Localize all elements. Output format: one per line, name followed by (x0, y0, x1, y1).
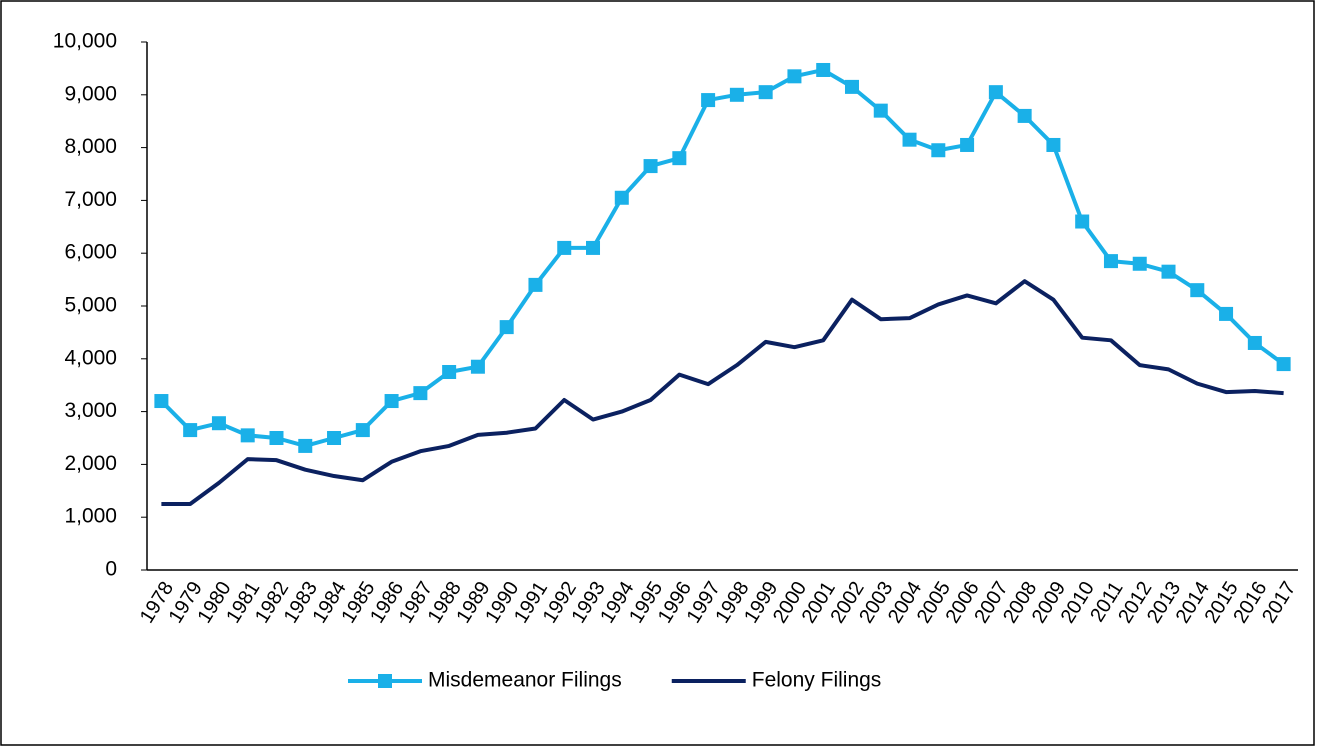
point-marker (1103, 254, 1118, 269)
y-tick-label: 10,000 (53, 30, 117, 53)
point-marker (557, 240, 572, 255)
point-marker (701, 93, 716, 108)
point-marker (988, 85, 1003, 100)
legend-label: Misdemeanor Filings (428, 669, 622, 692)
y-tick-label: 1,000 (64, 505, 117, 528)
point-marker (844, 79, 859, 94)
point-marker (1132, 256, 1147, 271)
point-marker (787, 69, 802, 84)
point-marker (758, 85, 773, 100)
point-marker (298, 438, 313, 453)
point-marker (873, 103, 888, 118)
point-marker (413, 386, 428, 401)
point-marker (355, 423, 370, 438)
point-marker (1046, 137, 1061, 152)
point-marker (154, 394, 169, 409)
legend-marker (378, 674, 392, 688)
point-marker (643, 159, 658, 174)
point-marker (499, 320, 514, 335)
series-line (159, 67, 1285, 448)
point-marker (269, 431, 284, 445)
y-tick-label: 4,000 (64, 346, 117, 369)
y-tick-label: 0 (105, 558, 117, 581)
point-marker (384, 394, 399, 409)
series-line (161, 279, 1284, 506)
point-marker (931, 143, 946, 158)
point-marker (672, 151, 687, 166)
point-marker (1075, 214, 1090, 229)
point-marker (442, 365, 457, 379)
point-marker (528, 277, 543, 292)
point-marker (470, 359, 485, 374)
y-tick-label: 8,000 (64, 135, 117, 158)
point-marker (327, 431, 342, 445)
point-marker (816, 62, 831, 77)
point-marker (1219, 306, 1234, 321)
point-marker (960, 137, 975, 152)
y-tick-label: 6,000 (64, 241, 117, 264)
point-marker (729, 87, 744, 102)
point-marker (1247, 335, 1262, 350)
y-tick-label: 3,000 (64, 399, 117, 422)
point-marker (183, 423, 198, 438)
point-marker (1161, 264, 1176, 279)
point-marker (1190, 283, 1205, 298)
point-marker (211, 416, 226, 431)
y-tick-label: 7,000 (64, 188, 117, 211)
y-tick-label: 5,000 (64, 294, 117, 317)
y-tick-label: 9,000 (64, 82, 117, 105)
point-marker (586, 240, 601, 255)
point-marker (1276, 357, 1291, 372)
point-marker (1017, 108, 1032, 123)
point-marker (614, 190, 629, 205)
y-tick-label: 2,000 (64, 452, 117, 475)
point-marker (902, 132, 917, 147)
legend-label: Felony Filings (752, 669, 882, 692)
point-marker (240, 428, 255, 443)
